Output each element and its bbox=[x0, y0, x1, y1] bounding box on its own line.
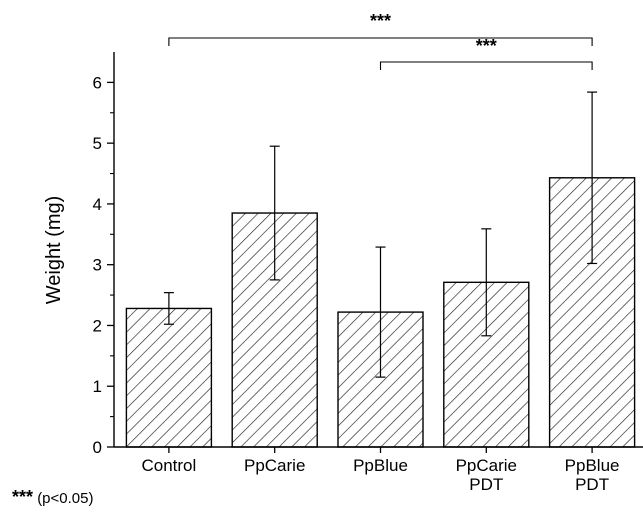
significance-bracket-0: *** bbox=[168, 11, 593, 46]
category-label-3: PpCarie PDT bbox=[456, 456, 517, 494]
error-bars-layer bbox=[163, 91, 598, 378]
error-bar-1 bbox=[269, 145, 280, 281]
bar-0 bbox=[125, 307, 213, 448]
significance-brackets: *** *** bbox=[168, 11, 593, 70]
y-tick-label-0: 0 bbox=[93, 438, 102, 457]
error-bar-0 bbox=[163, 292, 174, 325]
category-label-0: Control bbox=[141, 456, 196, 475]
footnote-text: (p<0.05) bbox=[37, 490, 94, 507]
x-axis-labels: Control PpCarie PpBlue PpCarie PDT PpBlue PDT bbox=[141, 456, 619, 494]
error-bar-2 bbox=[375, 246, 386, 378]
category-label-2: PpBlue bbox=[353, 456, 408, 475]
y-tick-label-4: 4 bbox=[93, 195, 102, 214]
significance-label-1: *** bbox=[476, 36, 497, 56]
error-bar-3 bbox=[481, 228, 492, 337]
y-axis-title: Weight (mg) bbox=[43, 196, 65, 305]
footnote-stars: *** bbox=[12, 487, 34, 507]
y-tick-label-3: 3 bbox=[93, 256, 102, 275]
error-bar-4 bbox=[587, 91, 598, 265]
y-axis: 0 1 2 3 4 5 6 bbox=[93, 52, 643, 457]
y-tick-label-1: 1 bbox=[93, 377, 102, 396]
category-label-1: PpCarie bbox=[244, 456, 305, 475]
category-label-4: PpBlue PDT bbox=[565, 456, 620, 494]
significance-footnote: *** (p<0.05) bbox=[12, 487, 93, 508]
y-tick-label-6: 6 bbox=[93, 73, 102, 92]
significance-bracket-1: *** bbox=[379, 36, 593, 70]
y-tick-label-2: 2 bbox=[93, 316, 102, 335]
y-tick-label-5: 5 bbox=[93, 134, 102, 153]
significance-label-0: *** bbox=[370, 11, 391, 31]
